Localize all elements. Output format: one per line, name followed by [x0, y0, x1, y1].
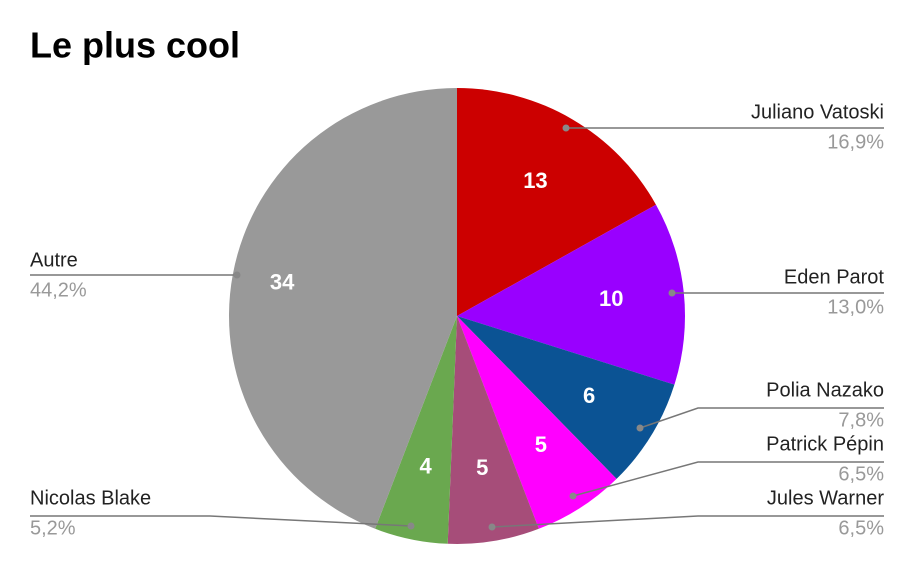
- slice-value-label: 5: [535, 432, 547, 457]
- legend-label: Patrick Pépin: [766, 433, 884, 455]
- pie-slice: [457, 88, 656, 316]
- leader-line: [639, 407, 884, 429]
- pie-slice: [228, 88, 457, 529]
- chart-title: Le plus cool: [30, 25, 240, 66]
- pie-slice: [457, 316, 617, 529]
- slice-value-label: 13: [523, 168, 547, 193]
- legend-label: Autre: [30, 249, 78, 271]
- pie-slice: [457, 204, 685, 385]
- leader-dot: [488, 523, 496, 531]
- percent-label: 13,0%: [827, 296, 884, 318]
- percent-label: 7,8%: [838, 409, 884, 431]
- legend-label: Polia Nazako: [766, 379, 884, 401]
- pie-slice: [457, 316, 675, 479]
- leader-line: [30, 515, 412, 527]
- leader-dot: [233, 271, 241, 279]
- percent-label: 5,2%: [30, 517, 76, 539]
- slice-value-label: 6: [583, 383, 595, 408]
- pie-slice: [447, 316, 539, 544]
- legend-label: Juliano Vatoski: [751, 101, 884, 123]
- leader-line: [491, 515, 884, 528]
- slice-value-label: 10: [599, 286, 623, 311]
- slice-value-label: 5: [476, 455, 488, 480]
- legend-label: Eden Parot: [784, 266, 885, 288]
- slice-value-label: 4: [419, 454, 432, 479]
- leader-line: [572, 461, 884, 497]
- slice-value-label: 34: [270, 269, 295, 294]
- percent-label: 6,5%: [838, 517, 884, 539]
- leader-dot: [668, 289, 676, 297]
- pie-slice: [375, 316, 457, 544]
- percent-label: 44,2%: [30, 279, 87, 301]
- legend-label: Nicolas Blake: [30, 487, 151, 509]
- leader-dot: [407, 522, 415, 530]
- leader-dot: [636, 424, 644, 432]
- percent-label: 6,5%: [838, 463, 884, 485]
- legend-label: Jules Warner: [767, 487, 884, 509]
- percent-label: 16,9%: [827, 131, 884, 153]
- leader-dot: [562, 124, 570, 132]
- leader-dot: [569, 492, 577, 500]
